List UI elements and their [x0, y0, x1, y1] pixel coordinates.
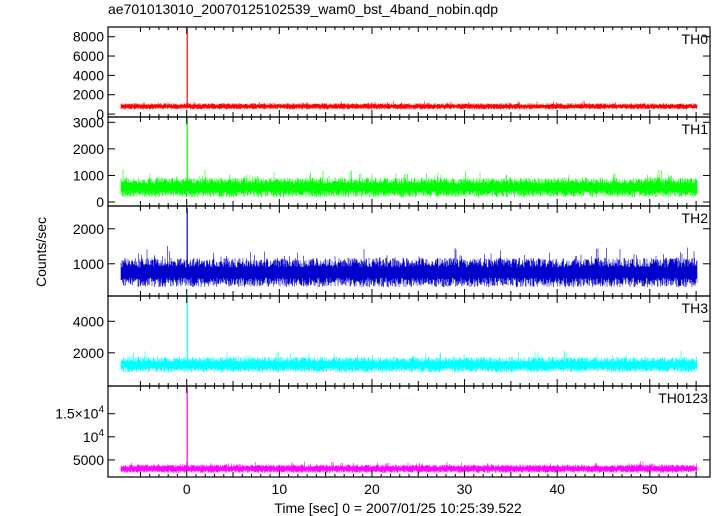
series-th2: [120, 245, 698, 288]
x-tick-label: 20: [364, 481, 380, 497]
panel-frame-th0123: [107, 385, 711, 478]
y-tick-label: 1000: [73, 167, 104, 183]
y-tick-label: 3000: [73, 114, 104, 130]
y-tick-label: 104: [83, 428, 105, 445]
x-tick-label: 50: [642, 481, 658, 497]
chart-title: ae701013010_20070125102539_wam0_bst_4ban…: [108, 1, 499, 17]
panel-frame-th3: [107, 295, 711, 387]
y-tick-label: 1000: [73, 256, 104, 272]
panel-label-th1: TH1: [682, 121, 709, 137]
y-tick-label: 0: [96, 106, 104, 122]
y-axis-label: Counts/sec: [33, 217, 49, 287]
series-th0123: [120, 461, 698, 473]
y-tick-label: 2000: [73, 345, 104, 361]
x-axis-label: Time [sec] 0 = 2007/01/25 10:25:39.522: [274, 500, 522, 516]
y-tick-label: 0: [96, 194, 104, 210]
x-tick-label: 40: [549, 481, 565, 497]
y-tick-label: 4000: [73, 313, 104, 329]
panel-label-th0: TH0: [682, 31, 709, 47]
y-tick-label: 4000: [73, 67, 104, 83]
panel-label-th0123: TH0123: [658, 390, 708, 406]
x-tick-label: 0: [183, 481, 191, 497]
x-tick-label: 10: [272, 481, 288, 497]
y-tick-label: 2000: [73, 141, 104, 157]
panel-label-th2: TH2: [682, 210, 709, 226]
panel-label-th3: TH3: [682, 300, 709, 316]
y-tick-label: 1.5×104: [55, 405, 104, 422]
y-tick-label: 8000: [73, 29, 104, 45]
series-th3: [120, 350, 698, 373]
series-th0: [120, 100, 698, 110]
y-tick-label: 6000: [73, 48, 104, 64]
y-tick-label: 5000: [73, 452, 104, 468]
y-tick-label: 2000: [73, 221, 104, 237]
series-th1: [120, 169, 698, 198]
x-tick-label: 30: [457, 481, 473, 497]
y-tick-label: 2000: [73, 87, 104, 103]
